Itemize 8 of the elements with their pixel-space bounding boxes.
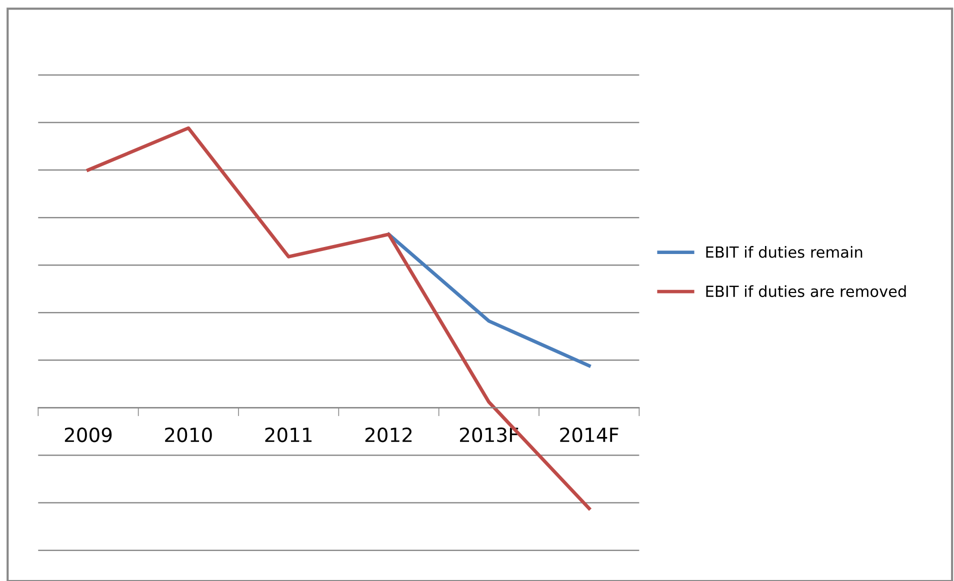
x-tick-label: 2014F <box>560 428 618 442</box>
x-tick-label: 2012 <box>365 428 412 442</box>
legend-label: EBIT if duties remain <box>706 246 862 258</box>
legend-label: EBIT if duties are removed <box>706 285 906 298</box>
x-tick-label: 2009 <box>64 428 112 442</box>
x-tick-label: 2013F <box>460 428 518 442</box>
x-tick-label: 2011 <box>265 428 312 442</box>
x-tick-label: 2010 <box>165 428 212 442</box>
